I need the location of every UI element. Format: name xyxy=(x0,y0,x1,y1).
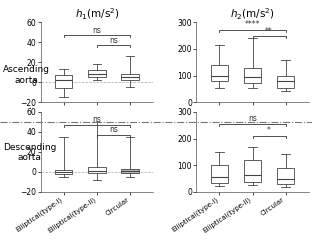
Text: Descending
aorta: Descending aorta xyxy=(3,143,56,162)
PathPatch shape xyxy=(121,169,139,173)
Text: ns: ns xyxy=(109,36,118,45)
PathPatch shape xyxy=(88,167,105,173)
PathPatch shape xyxy=(211,165,228,183)
PathPatch shape xyxy=(277,76,294,88)
PathPatch shape xyxy=(244,68,261,83)
PathPatch shape xyxy=(277,169,294,184)
PathPatch shape xyxy=(211,65,228,81)
Title: $h_2$(m/s$^2$): $h_2$(m/s$^2$) xyxy=(230,7,275,22)
PathPatch shape xyxy=(244,160,261,182)
Text: ns: ns xyxy=(109,125,118,134)
PathPatch shape xyxy=(121,74,139,80)
PathPatch shape xyxy=(55,75,72,88)
Text: Ascending
aorta: Ascending aorta xyxy=(3,65,50,85)
Text: *: * xyxy=(267,126,271,136)
Text: ns: ns xyxy=(92,115,101,124)
PathPatch shape xyxy=(55,170,72,174)
Text: ns: ns xyxy=(92,26,101,35)
Text: ns: ns xyxy=(248,114,257,123)
Text: ****: **** xyxy=(245,20,260,29)
PathPatch shape xyxy=(88,70,105,77)
Title: $h_1$(m/s$^2$): $h_1$(m/s$^2$) xyxy=(75,7,119,22)
Text: **: ** xyxy=(265,27,273,36)
